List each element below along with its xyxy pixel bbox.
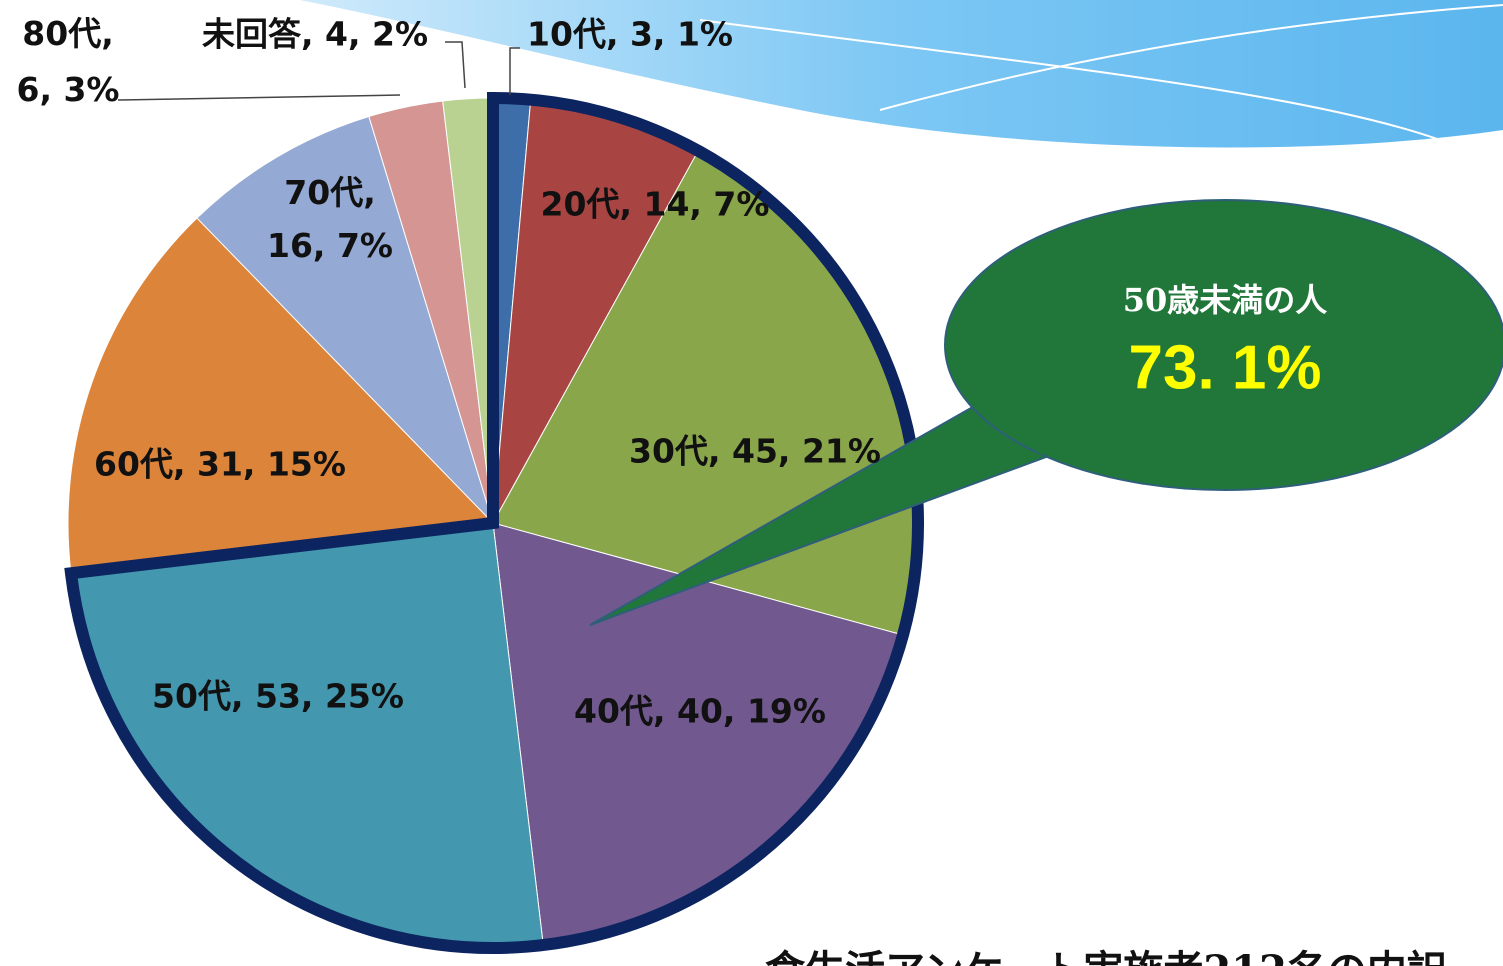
callout-label: 50歳未満の人: [1123, 275, 1328, 321]
data-label: 60代, 31, 15%: [94, 439, 346, 492]
data-label: 未回答, 4, 2%: [202, 9, 428, 62]
chart-title: 食生活アンケート実施者212名の内訳: [765, 938, 1447, 966]
data-label: 80代, 6, 3%: [6, 6, 131, 118]
leader-line: [445, 42, 465, 88]
data-label: 10代, 3, 1%: [527, 9, 733, 62]
pie-slice: [71, 523, 543, 948]
data-label: 50代, 53, 25%: [152, 671, 404, 724]
leader-line: [118, 95, 400, 100]
data-label: 20代, 14, 7%: [541, 179, 770, 232]
data-label: 40代, 40, 19%: [574, 686, 826, 739]
slide: 50歳未満の人 73. 1% 食生活アンケート実施者212名の内訳 10代, 3…: [0, 0, 1503, 966]
data-label: 70代, 16, 7%: [255, 167, 405, 273]
data-label: 30代, 45, 21%: [629, 426, 881, 479]
leader-line: [510, 48, 520, 95]
callout-value: 73. 1%: [1128, 333, 1321, 404]
